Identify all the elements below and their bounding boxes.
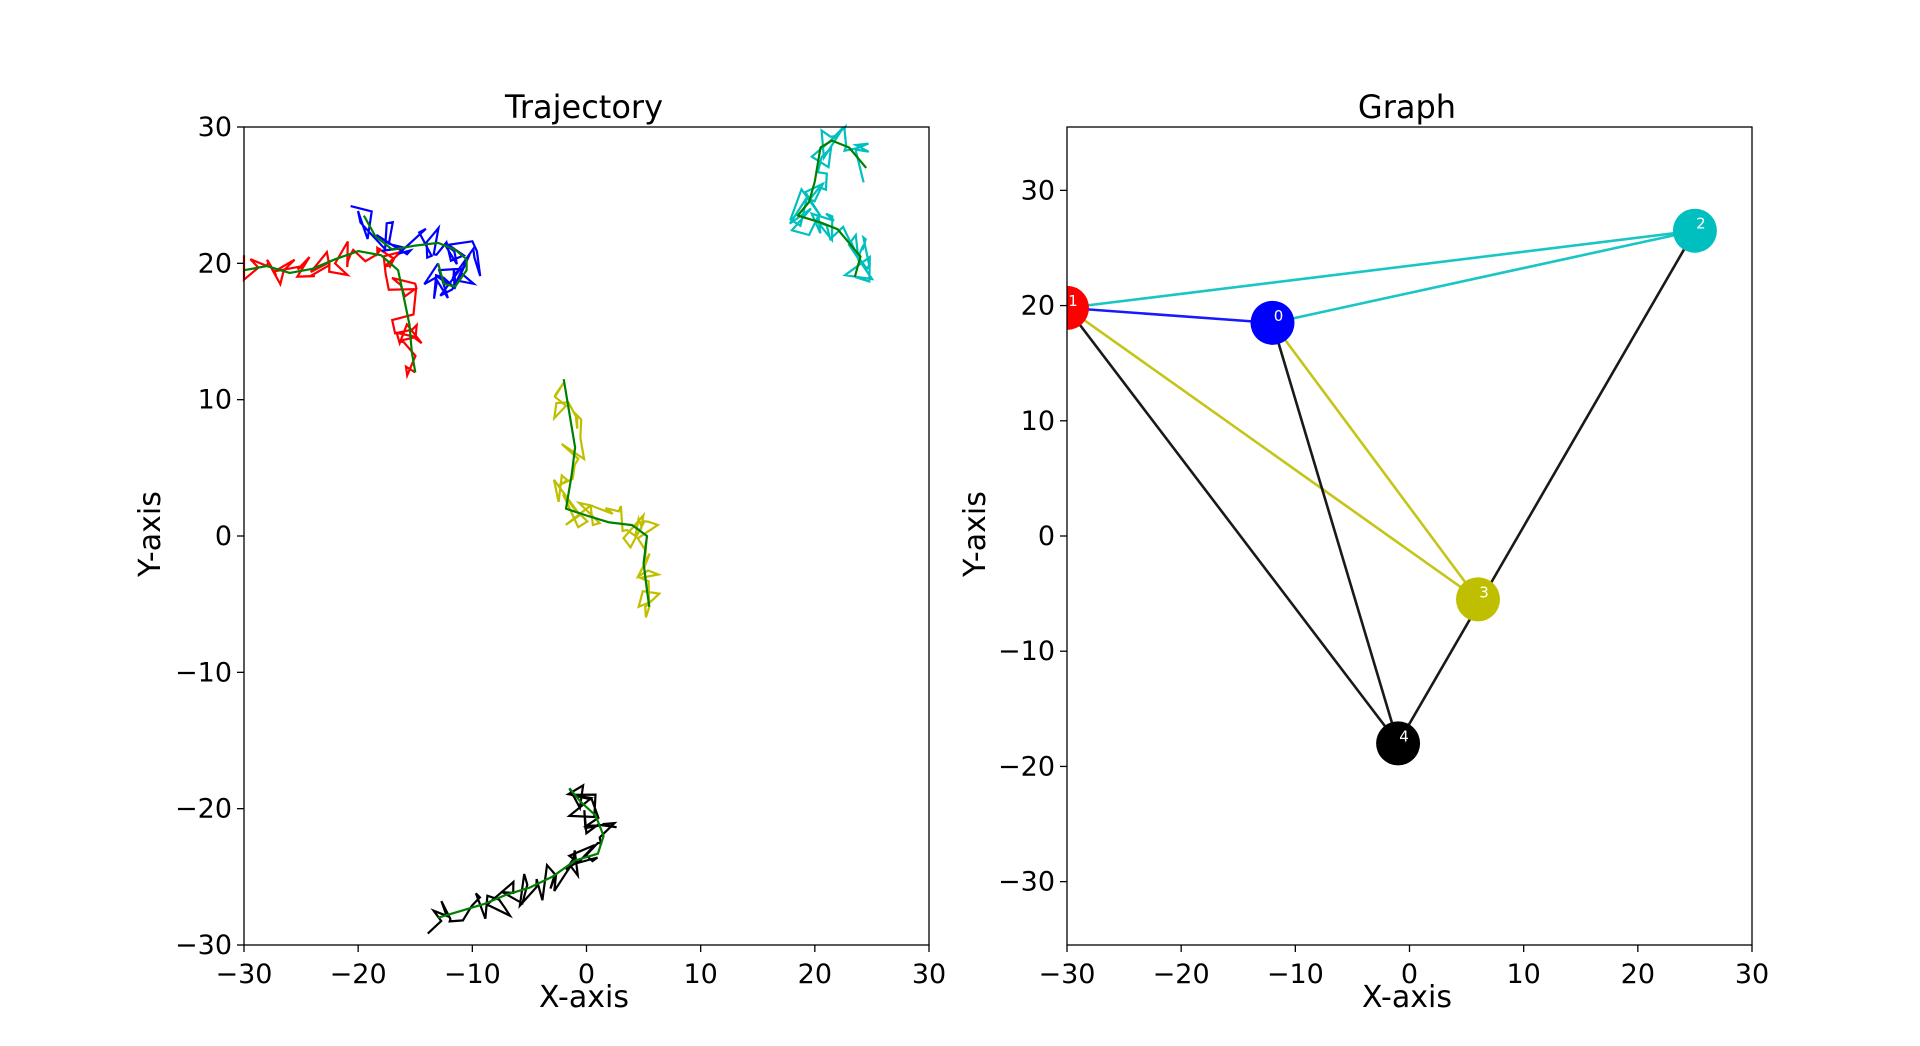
trajectory-panel: Trajectory −30 −20 −10 0 10 20 30 −30 −20 −10 0 10 2…	[133, 88, 946, 1015]
x-tick-label: 0	[578, 959, 595, 990]
smoothed-path-1	[362, 215, 468, 288]
x-tick-label: 30	[912, 959, 946, 990]
smoothed-path-3	[562, 379, 651, 608]
graph-node-2	[1672, 208, 1717, 253]
x-tick-label: 30	[1735, 959, 1769, 990]
trajectory-x-axis-label: X-axis	[539, 980, 629, 1015]
graph-edge-2-4	[1396, 230, 1697, 745]
x-tick-label: 20	[1621, 959, 1655, 990]
trajectory-series-3	[552, 382, 663, 618]
graph-edge-1-2	[1067, 229, 1696, 310]
y-tick-label: 0	[215, 521, 232, 552]
y-tick-label: −20	[175, 794, 232, 825]
x-tick-label: 10	[683, 959, 717, 990]
graph-clip-group: 0 1 2 3 4	[1067, 208, 1717, 766]
graph-plot-area: 0 1 2 3 4	[1067, 208, 1717, 766]
y-tick-label: −10	[175, 657, 232, 688]
graph-node-0	[1250, 300, 1295, 345]
graph-panel: Graph 0 1 2 3 4 −30 −20 −10 0 10 20 30 −30 −20 −10 0 10…	[958, 88, 1769, 1015]
graph-node-label: 2	[1696, 215, 1706, 233]
graph-edge-1-3	[1067, 306, 1479, 601]
graph-edge-1-0	[1067, 306, 1273, 325]
trajectory-ticks: −30 −20 −10 0 10 20 30 −30 −20 −10 0 10 20 30	[175, 112, 946, 990]
x-tick-label: 20	[798, 959, 832, 990]
graph-node-label: 1	[1068, 292, 1078, 310]
y-tick-label: −30	[998, 867, 1055, 898]
trajectory-series-0	[242, 240, 423, 380]
y-tick-label: −10	[998, 636, 1055, 667]
y-tick-label: 10	[198, 385, 232, 416]
y-tick-label: 30	[198, 112, 232, 143]
y-tick-label: 0	[1038, 521, 1055, 552]
y-tick-label: 30	[1021, 175, 1055, 206]
x-tick-label: −10	[1267, 959, 1324, 990]
x-tick-label: −20	[1153, 959, 1210, 990]
y-tick-label: 10	[1021, 406, 1055, 437]
x-tick-label: −10	[444, 959, 501, 990]
graph-axes-frame	[1066, 126, 1753, 946]
y-tick-label: −30	[175, 930, 232, 961]
graph-node-1	[1067, 285, 1089, 330]
smoothed-path-4	[437, 787, 605, 919]
graph-node-label: 4	[1399, 727, 1409, 745]
graph-node-3	[1456, 577, 1500, 622]
graph-edge-0-4	[1271, 322, 1400, 744]
graph-node-4	[1376, 721, 1421, 766]
trajectory-title: Trajectory	[504, 88, 663, 126]
y-tick-label: 20	[198, 248, 232, 279]
x-tick-label: −30	[216, 959, 273, 990]
graph-edge-0-2	[1272, 229, 1696, 325]
y-tick-label: −20	[998, 751, 1055, 782]
smoothed-path-2	[796, 139, 868, 278]
graph-edge-0-3	[1271, 322, 1480, 601]
y-tick-label: 20	[1021, 291, 1055, 322]
graph-node-label: 0	[1274, 307, 1284, 325]
x-tick-label: 10	[1506, 959, 1540, 990]
graph-y-axis-label: Y-axis	[958, 491, 993, 578]
x-tick-label: 0	[1401, 959, 1418, 990]
x-tick-label: −30	[1039, 959, 1096, 990]
x-tick-label: −20	[330, 959, 387, 990]
graph-edge-1-4	[1067, 307, 1400, 745]
trajectory-series-4	[427, 783, 618, 935]
graph-title: Graph	[1358, 88, 1456, 126]
smoothed-path-0	[243, 250, 417, 373]
graph-x-axis-label: X-axis	[1362, 980, 1452, 1015]
trajectory-y-axis-label: Y-axis	[133, 491, 168, 578]
graph-node-label: 3	[1479, 583, 1489, 601]
trajectory-plot-area	[242, 123, 875, 935]
